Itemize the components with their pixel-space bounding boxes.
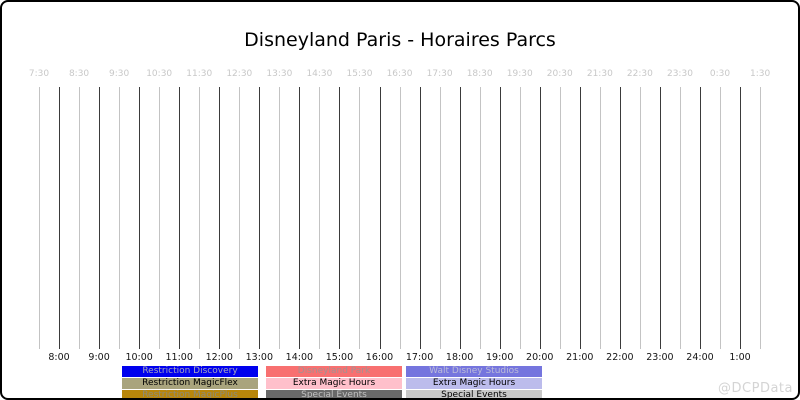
bottom-tick-label: 21:00 [566,352,594,363]
bottom-tick-label: 20:00 [526,352,554,363]
gridline-hour [619,87,621,349]
bottom-tick-label: 18:00 [445,352,474,363]
gridline-hour [740,87,742,349]
gridline-hour [459,87,461,349]
gridline-half-hour [599,87,601,349]
bottom-tick-label: 14:00 [285,352,314,363]
top-tick-label: 16:30 [386,69,413,79]
top-tick-label: 12:30 [226,69,253,79]
gridline-half-hour [79,87,81,349]
top-tick-label: 1:30 [749,69,771,79]
gridline-half-hour [39,87,40,349]
top-tick-label: 23:30 [666,69,693,79]
bottom-tick-label: 16:00 [365,352,394,363]
top-tick-label: 14:30 [306,69,333,79]
bottom-tick-label: 15:00 [325,352,354,363]
gridline-half-hour [519,87,521,349]
bottom-tick-label: 8:00 [48,352,70,363]
bottom-tick-label: 10:00 [125,352,153,363]
watermark: @DCPData [718,381,793,396]
gridline-hour [579,87,581,349]
bottom-tick-label: 17:00 [405,352,434,363]
top-tick-label: 21:30 [586,69,613,79]
gridline-half-hour [319,87,321,349]
top-tick-label: 13:30 [266,69,293,79]
gridline-hour [539,87,541,349]
gridline-half-hour [679,87,681,349]
gridline-half-hour [639,87,641,349]
bottom-tick-label: 12:00 [205,352,233,363]
gridline-hour [139,87,141,349]
top-tick-label: 8:30 [68,69,90,79]
gridline-hour [419,87,421,349]
gridline-half-hour [279,87,281,349]
top-tick-label: 20:30 [546,69,573,79]
gridline-hour [99,87,101,349]
gridline-hour [339,87,341,349]
chart-title: Disneyland Paris - Horaires Parcs [244,29,556,51]
gridline-half-hour [399,87,401,349]
gridline-half-hour [239,87,241,349]
gridline-half-hour [760,87,762,349]
bottom-tick-label: 11:00 [165,352,193,363]
top-tick-label: 19:30 [506,69,533,79]
gridline-half-hour [159,87,161,349]
top-tick-label: 10:30 [146,69,173,79]
gridline-hour [499,87,501,349]
bottom-tick-label: 9:00 [88,352,110,363]
bottom-tick-label: 24:00 [686,352,714,363]
gridline-half-hour [439,87,441,349]
bottom-tick-label: 23:00 [646,352,674,363]
gridline-half-hour [119,87,121,349]
top-tick-label: 18:30 [466,69,493,79]
gridline-half-hour [559,87,561,349]
bottom-tick-label: 1:00 [729,352,751,363]
gridline-hour [59,87,61,349]
top-tick-label: 0:30 [709,69,731,79]
bottom-tick-label: 22:00 [606,352,634,363]
top-tick-label: 9:30 [109,69,130,79]
gridline-hour [699,87,701,349]
top-tick-label: 11:30 [186,69,213,79]
top-tick-label: 15:30 [346,69,373,79]
top-tick-label: 22:30 [626,69,653,79]
top-tick-label: 7:30 [28,69,50,79]
gridline-half-hour [199,87,201,349]
gridline-hour [299,87,301,349]
gridline-half-hour [479,87,481,349]
top-tick-label: 17:30 [426,69,453,79]
gridline-hour [179,87,181,349]
gridline-hour [379,87,381,349]
bottom-tick-label: 19:00 [485,352,514,363]
gridline-half-hour [359,87,361,349]
gridline-hour [259,87,261,349]
gridline-hour [219,87,221,349]
gridline-half-hour [720,87,722,349]
bottom-tick-label: 13:00 [245,352,274,363]
gridline-hour [659,87,661,349]
